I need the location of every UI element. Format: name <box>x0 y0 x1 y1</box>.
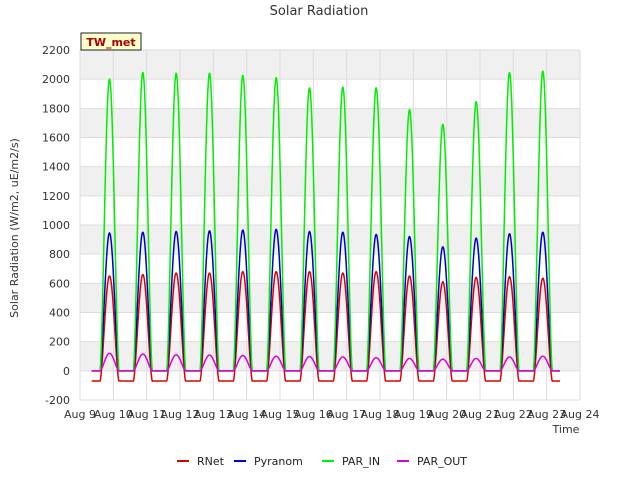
legend-label: PAR_OUT <box>417 455 467 468</box>
x-tick-label: Aug 20 <box>427 408 466 421</box>
legend: RNet Pyranom PAR_IN PAR_OUT <box>177 455 467 468</box>
x-tick-label: Aug 12 <box>161 408 200 421</box>
x-tick-label: Aug 10 <box>94 408 133 421</box>
y-tick-label: 1000 <box>42 219 70 232</box>
y-tick-label: 200 <box>49 336 70 349</box>
x-tick-label: Aug 9 <box>64 408 96 421</box>
legend-label: Pyranom <box>254 455 303 468</box>
background-band <box>80 283 580 313</box>
background-band <box>80 108 580 138</box>
y-tick-label: 0 <box>63 365 70 378</box>
x-tick-label: Aug 23 <box>527 408 566 421</box>
y-axis-ticks: -200 0 200 400 600 800 1000 1200 1400 1600 1800 200… <box>42 44 70 407</box>
station-badge-text: TW_met <box>86 36 135 49</box>
x-axis-label: Time <box>552 423 580 436</box>
y-tick-label: 600 <box>49 277 70 290</box>
y-tick-label: 400 <box>49 307 70 320</box>
y-tick-label: -200 <box>45 394 70 407</box>
legend-label: PAR_IN <box>342 455 380 468</box>
series-lines <box>91 70 560 382</box>
y-tick-label: 1400 <box>42 161 70 174</box>
y-axis-label: Solar Radiation (W/m2, uE/m2/s) <box>8 138 21 318</box>
y-tick-label: 2000 <box>42 73 70 86</box>
chart-title: Solar Radiation <box>270 4 369 19</box>
background-band <box>80 225 580 255</box>
station-badge: TW_met <box>80 32 142 51</box>
x-tick-label: Aug 24 <box>561 408 600 421</box>
station-badge-box <box>80 32 142 51</box>
x-tick-label: Aug 22 <box>494 408 533 421</box>
series-line-par-out <box>91 352 560 372</box>
x-tick-label: Aug 18 <box>361 408 400 421</box>
x-tick-label: Aug 15 <box>261 408 300 421</box>
background-band <box>80 166 580 196</box>
series-line-rnet <box>91 270 560 382</box>
x-tick-label: Aug 13 <box>194 408 233 421</box>
y-tick-label: 800 <box>49 248 70 261</box>
y-tick-label: 1200 <box>42 190 70 203</box>
y-tick-label: 1800 <box>42 102 70 115</box>
y-tick-label: 2200 <box>42 44 70 57</box>
background-band <box>80 50 580 80</box>
background-band <box>80 341 580 371</box>
legend-label: RNet <box>197 455 225 468</box>
x-tick-label: Aug 14 <box>227 408 266 421</box>
x-tick-label: Aug 16 <box>294 408 333 421</box>
x-tick-label: Aug 17 <box>327 408 366 421</box>
x-tick-label: Aug 21 <box>461 408 500 421</box>
y-tick-label: 1600 <box>42 132 70 145</box>
x-tick-label: Aug 11 <box>127 408 166 421</box>
x-tick-label: Aug 19 <box>394 408 433 421</box>
